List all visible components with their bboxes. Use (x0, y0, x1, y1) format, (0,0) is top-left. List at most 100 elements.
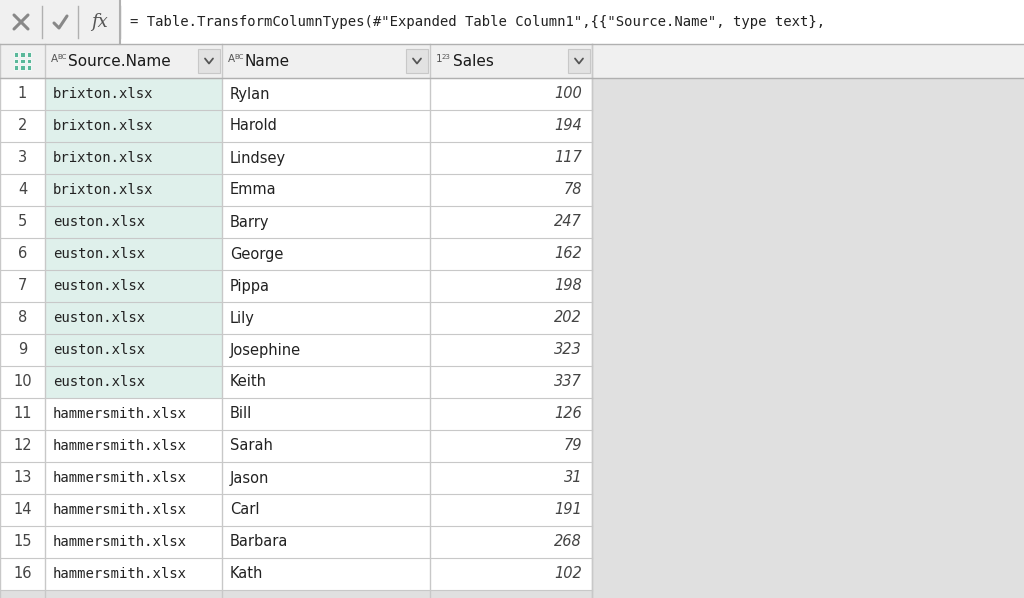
Bar (0, 0, 1024, 44)
Bar (45, 78, 222, 110)
Bar (0, 270, 45, 302)
Text: hammersmith.xlsx: hammersmith.xlsx (53, 471, 187, 485)
Text: brixton.xlsx: brixton.xlsx (53, 87, 154, 101)
Text: 10: 10 (13, 374, 32, 389)
Bar (20, 59, 25, 63)
Bar (430, 334, 592, 366)
Text: Sales: Sales (453, 53, 494, 69)
Text: 78: 78 (563, 182, 582, 197)
Bar (430, 494, 592, 526)
Text: A: A (228, 54, 236, 65)
Bar (45, 366, 222, 398)
Bar (430, 270, 592, 302)
Bar (0, 526, 45, 558)
Text: 323: 323 (554, 343, 582, 358)
Text: 1: 1 (436, 54, 442, 65)
Bar (222, 78, 430, 110)
Text: Sarah: Sarah (230, 438, 272, 453)
Text: euston.xlsx: euston.xlsx (53, 215, 145, 229)
Bar (45, 270, 222, 302)
Bar (0, 398, 45, 430)
Text: brixton.xlsx: brixton.xlsx (53, 183, 154, 197)
Bar (0, 110, 45, 142)
Text: 162: 162 (554, 246, 582, 261)
Bar (222, 302, 430, 334)
Text: George: George (230, 246, 284, 261)
Bar (27, 59, 31, 63)
Text: Jason: Jason (230, 471, 269, 486)
Text: 102: 102 (554, 566, 582, 581)
Bar (45, 462, 222, 494)
Bar (45, 558, 222, 590)
Bar (45, 334, 222, 366)
Text: euston.xlsx: euston.xlsx (53, 311, 145, 325)
Text: 191: 191 (554, 502, 582, 517)
Text: 2: 2 (17, 118, 28, 133)
Text: 14: 14 (13, 502, 32, 517)
Bar (0, 302, 45, 334)
Text: 198: 198 (554, 279, 582, 294)
Bar (222, 142, 430, 174)
Text: 79: 79 (563, 438, 582, 453)
Text: 23: 23 (441, 54, 451, 60)
Text: 6: 6 (17, 246, 27, 261)
Bar (0, 238, 45, 270)
Text: Kath: Kath (230, 566, 263, 581)
Text: 202: 202 (554, 310, 582, 325)
Text: 9: 9 (17, 343, 27, 358)
Bar (430, 526, 592, 558)
Text: hammersmith.xlsx: hammersmith.xlsx (53, 567, 187, 581)
Bar (430, 238, 592, 270)
Text: euston.xlsx: euston.xlsx (53, 247, 145, 261)
Text: 12: 12 (13, 438, 32, 453)
Text: 11: 11 (13, 407, 32, 422)
Text: Keith: Keith (230, 374, 267, 389)
Bar (430, 302, 592, 334)
Text: 337: 337 (554, 374, 582, 389)
Text: Josephine: Josephine (230, 343, 301, 358)
Text: brixton.xlsx: brixton.xlsx (53, 119, 154, 133)
Bar (222, 398, 430, 430)
Bar (45, 238, 222, 270)
Bar (45, 110, 222, 142)
Text: Lindsey: Lindsey (230, 151, 286, 166)
Bar (222, 238, 430, 270)
Text: 5: 5 (17, 215, 27, 230)
Bar (0, 206, 45, 238)
Bar (0, 558, 45, 590)
Bar (20, 53, 25, 57)
Bar (222, 334, 430, 366)
Bar (198, 49, 220, 73)
Text: Lily: Lily (230, 310, 255, 325)
Text: fx: fx (91, 13, 108, 31)
Bar (45, 142, 222, 174)
Text: hammersmith.xlsx: hammersmith.xlsx (53, 503, 187, 517)
Text: hammersmith.xlsx: hammersmith.xlsx (53, 439, 187, 453)
Bar (222, 206, 430, 238)
Text: euston.xlsx: euston.xlsx (53, 375, 145, 389)
Bar (45, 494, 222, 526)
Bar (20, 65, 25, 69)
Bar (430, 142, 592, 174)
Text: hammersmith.xlsx: hammersmith.xlsx (53, 407, 187, 421)
Bar (430, 398, 592, 430)
Bar (430, 206, 592, 238)
Text: 1: 1 (17, 87, 27, 102)
Bar (14, 59, 18, 63)
Bar (0, 494, 45, 526)
Text: 4: 4 (17, 182, 27, 197)
Bar (222, 174, 430, 206)
Bar (222, 430, 430, 462)
Bar (222, 558, 430, 590)
Text: Emma: Emma (230, 182, 276, 197)
Bar (568, 49, 590, 73)
Text: 7: 7 (17, 279, 28, 294)
Bar (27, 53, 31, 57)
Text: 3: 3 (18, 151, 27, 166)
Bar (430, 366, 592, 398)
Text: Harold: Harold (230, 118, 278, 133)
Text: Source.Name: Source.Name (68, 53, 171, 69)
Text: Barry: Barry (230, 215, 269, 230)
Text: 247: 247 (554, 215, 582, 230)
Bar (222, 366, 430, 398)
